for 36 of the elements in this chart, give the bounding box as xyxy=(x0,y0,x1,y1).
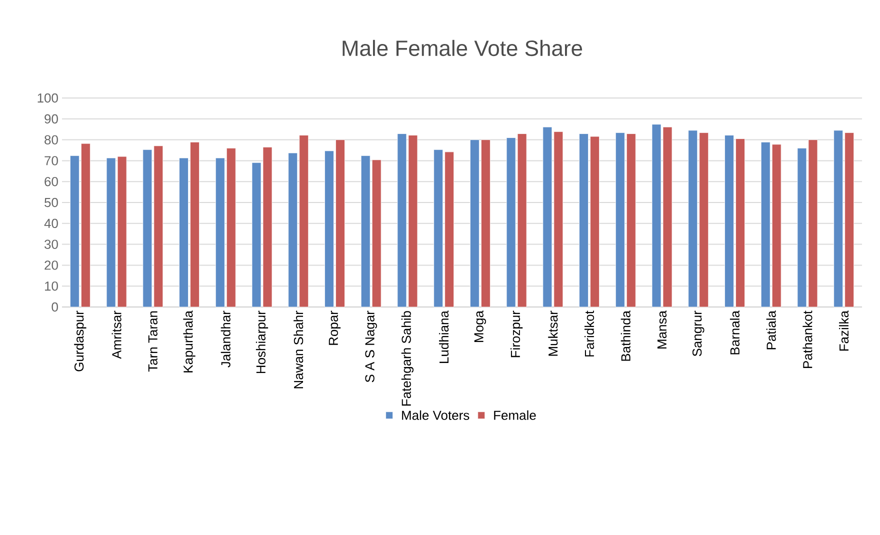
y-tick-label: 50 xyxy=(44,198,58,208)
x-tick-label: Ropar xyxy=(328,310,341,345)
x-tick-label: Faridkot xyxy=(584,310,594,356)
x-tick-label: Kapurthala xyxy=(183,310,196,372)
x-tick-label: Muktsar xyxy=(548,310,558,356)
x-tick-label: Fazilka xyxy=(839,310,849,351)
x-tick-label: Tarn Taran xyxy=(148,311,158,372)
x-tick-label: Moga xyxy=(474,310,486,342)
y-tick-label: 20 xyxy=(44,260,58,270)
x-tick-label: Nawan Shahr xyxy=(294,310,304,388)
x-tick-label: Patiala xyxy=(766,310,776,350)
y-tick-label: 90 xyxy=(44,114,58,124)
y-tick-label: 40 xyxy=(44,218,58,228)
x-tick-label: Barnala xyxy=(730,310,740,354)
legend-label: Male Voters xyxy=(402,410,470,420)
x-tick-label: Fatehgarh Sahib xyxy=(401,311,414,406)
x-tick-label: Gurdaspur xyxy=(74,310,86,372)
x-tick-label: Jalandhar xyxy=(220,310,230,368)
x-tick-label: Mansa xyxy=(657,310,667,348)
x-tick-label: Sangrur xyxy=(692,310,704,356)
x-tick-label: Hoshiarpur xyxy=(256,310,268,374)
y-tick-label: 30 xyxy=(44,240,58,249)
y-tick-label: 100 xyxy=(38,93,58,103)
y-tick-label: 0 xyxy=(52,302,58,312)
y-tick-label: 80 xyxy=(44,135,58,144)
x-tick-label: Firozpur xyxy=(510,310,523,358)
x-tick-label: Pathankot xyxy=(802,310,812,368)
x-tick-label: Amritsar xyxy=(112,310,122,359)
y-tick-label: 10 xyxy=(44,281,58,291)
x-tick-label: Bathinda xyxy=(620,310,630,361)
x-tick-label: S A S Nagar xyxy=(365,310,377,382)
y-tick-label: 60 xyxy=(44,176,58,186)
y-tick-label: 70 xyxy=(44,156,58,166)
legend-label: Female xyxy=(494,410,536,420)
chart-title: Male Female Vote Share xyxy=(342,40,582,56)
x-tick-label: Ludhiana xyxy=(439,310,449,363)
